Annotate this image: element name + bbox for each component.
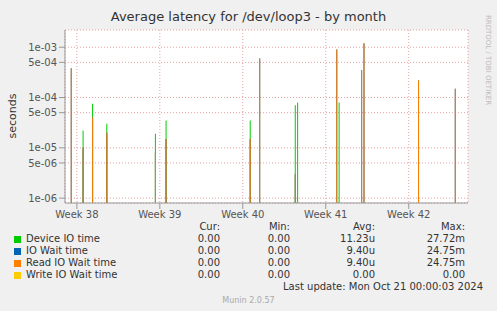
html-text:Munin 2.0.57: Munin 2.0.57	[222, 296, 275, 305]
html-text:9.40u: 9.40u	[346, 245, 375, 256]
svg-text:Week 41: Week 41	[304, 209, 347, 220]
html-text:9.40u: 9.40u	[346, 257, 375, 268]
svg-text:5e-05: 5e-05	[28, 107, 57, 118]
html-text:27.72m: 27.72m	[426, 233, 465, 244]
html-text:24.75m: 24.75m	[426, 257, 465, 268]
html-text:0.00: 0.00	[267, 245, 290, 256]
html-text:Last update: Mon Oct 21 00:00:: Last update: Mon Oct 21 00:00:03 2024	[283, 281, 483, 292]
html-text:RRDTOOL / TOBI OETIKER: RRDTOOL / TOBI OETIKER	[484, 14, 492, 106]
svg-text:Week 39: Week 39	[138, 209, 181, 220]
html-text:0.00: 0.00	[267, 257, 290, 268]
svg-text:Week 42: Week 42	[387, 209, 430, 220]
html-text:24.75m: 24.75m	[426, 245, 465, 256]
html-text:IO Wait time: IO Wait time	[26, 245, 88, 256]
svg-text:1e-05: 1e-05	[28, 142, 57, 153]
svg-text:5e-04: 5e-04	[28, 57, 57, 68]
html-text:seconds: seconds	[5, 93, 19, 139]
html-text:0.00: 0.00	[197, 245, 220, 256]
svg-text:1e-06: 1e-06	[28, 193, 57, 204]
svg-text:Week 40: Week 40	[221, 209, 264, 220]
html-text:0.00: 0.00	[197, 269, 220, 280]
svg-text:1e-03: 1e-03	[28, 42, 57, 53]
html-text:Avg:: Avg:	[353, 221, 375, 232]
svg-text:1e-04: 1e-04	[28, 92, 57, 103]
html-text:0.00: 0.00	[197, 233, 220, 244]
html-text:Read IO Wait time: Read IO Wait time	[26, 257, 117, 268]
html-text:0.00: 0.00	[267, 269, 290, 280]
svg-text:Week 38: Week 38	[55, 209, 98, 220]
html-text:0.00: 0.00	[442, 269, 465, 280]
svg-text:5e-06: 5e-06	[28, 158, 57, 169]
html-text:0.00: 0.00	[197, 257, 220, 268]
html-text:Device IO time: Device IO time	[26, 233, 100, 244]
html-text:0.00: 0.00	[352, 269, 375, 280]
html-text:Write IO Wait time: Write IO Wait time	[26, 269, 118, 280]
html-text:Max:: Max:	[441, 221, 465, 232]
html-text:Min:: Min:	[268, 221, 290, 232]
html-text:Cur:: Cur:	[199, 221, 220, 232]
html-text:0.00: 0.00	[267, 233, 290, 244]
html-text:Average latency for /dev/loop3: Average latency for /dev/loop3 - by mont…	[110, 9, 387, 24]
html-text:11.23u: 11.23u	[340, 233, 375, 244]
